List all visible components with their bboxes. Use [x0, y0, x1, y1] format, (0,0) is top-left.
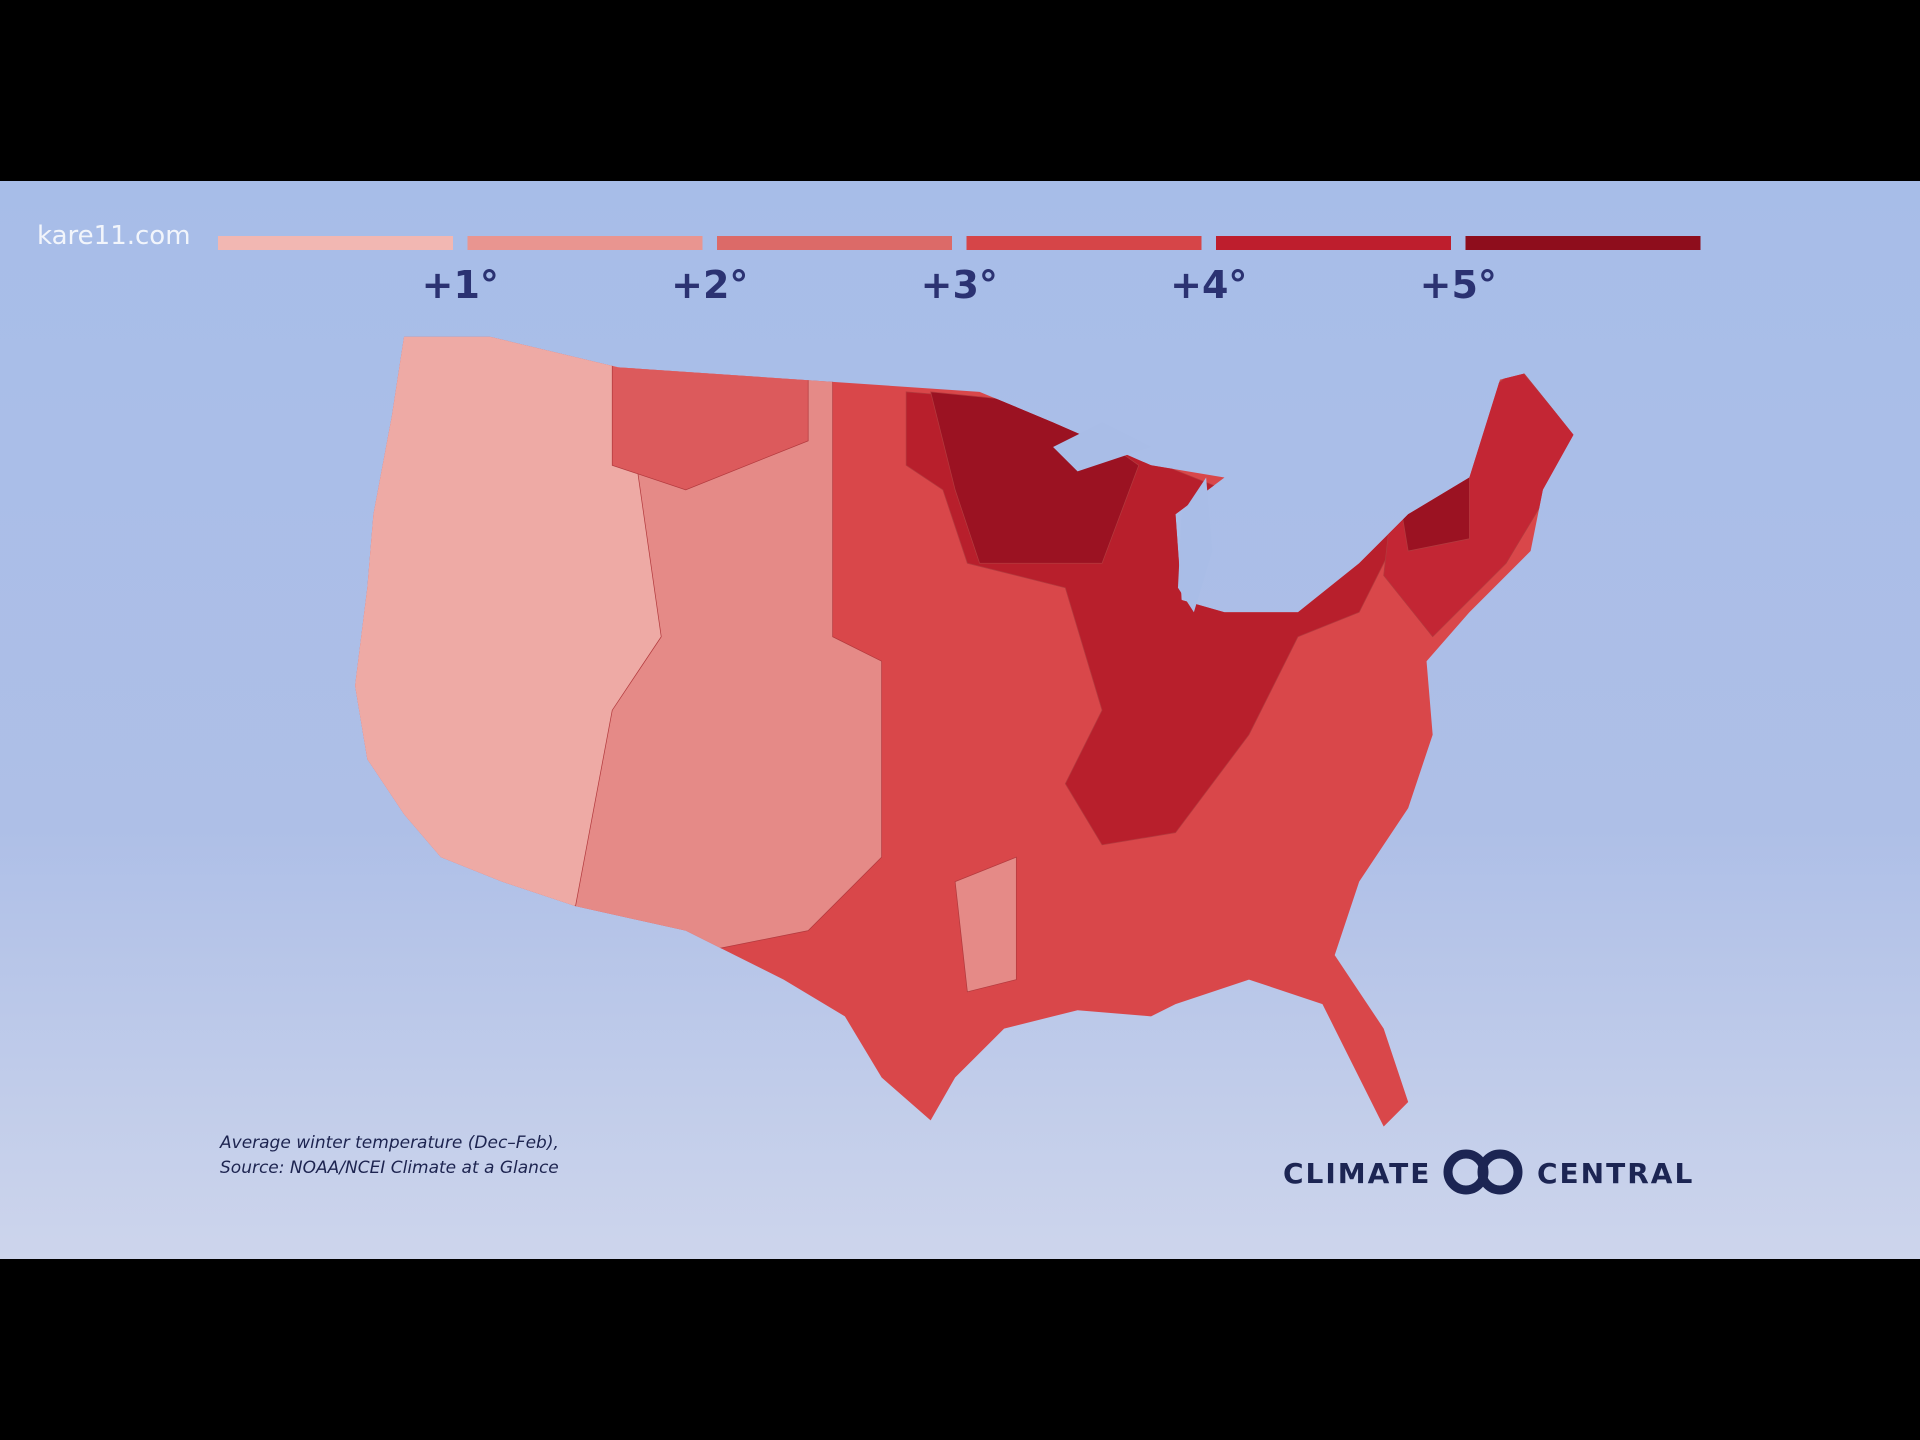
region [954, 856, 1017, 993]
legend-label: +1° [422, 263, 499, 307]
lake [1053, 422, 1152, 472]
legend-label: +4° [1170, 263, 1247, 307]
legend-swatch [218, 236, 453, 250]
footnote: Average winter temperature (Dec–Feb), [219, 1133, 559, 1153]
legend-label: +2° [671, 263, 748, 307]
legend: +1° +2° +3° +4° +5° [218, 236, 1701, 307]
legend-label: +5° [1420, 263, 1497, 307]
lake [1177, 477, 1213, 613]
legend-swatch [1216, 236, 1451, 250]
logo-text: CENTRAL [1537, 1157, 1694, 1190]
logo-icon [1443, 1149, 1523, 1195]
legend-swatch [1465, 236, 1701, 250]
logo-text: CLIMATE [1283, 1157, 1431, 1190]
legend-swatch [467, 236, 703, 250]
watermark: kare11.com [37, 221, 191, 251]
legend-label: +3° [921, 263, 998, 307]
footnote: Source: NOAA/NCEI Climate at a Glance [220, 1158, 559, 1178]
legend-swatch [966, 236, 1202, 250]
legend-swatch [717, 236, 952, 250]
